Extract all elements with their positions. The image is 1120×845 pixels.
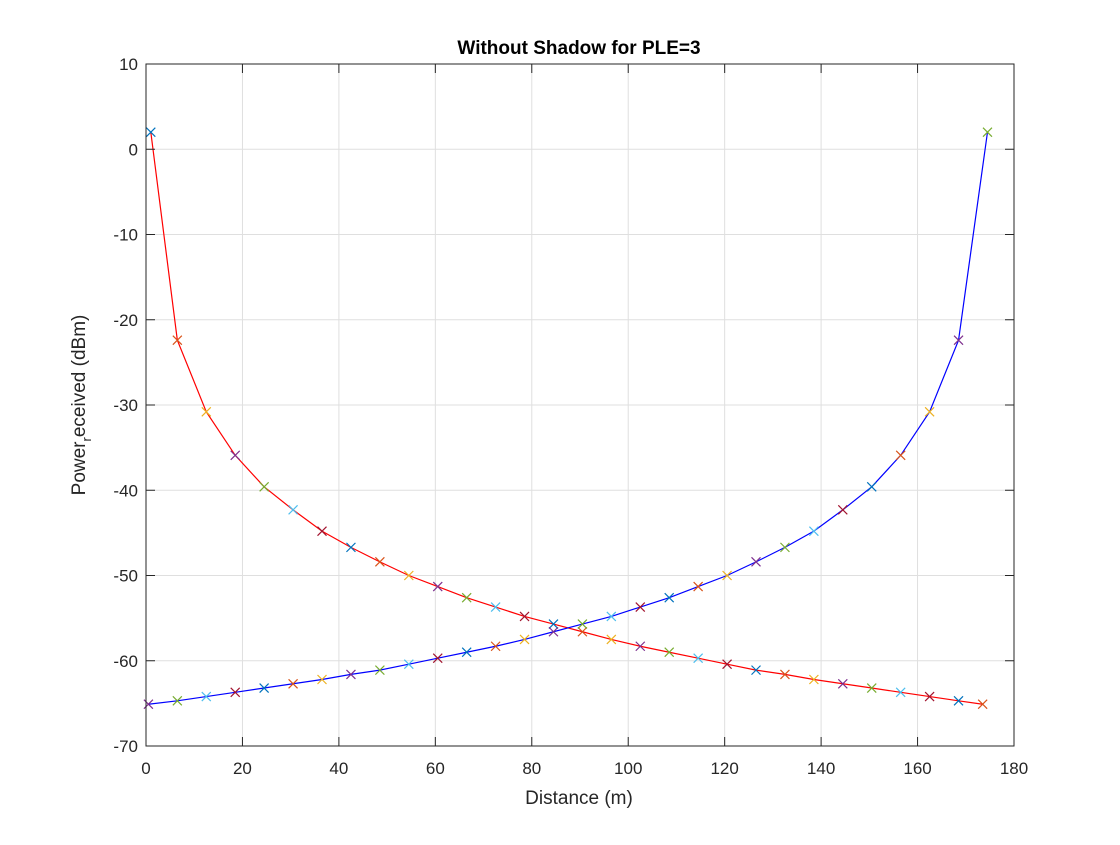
tick-marks — [145, 63, 1015, 747]
x-tick-label: 140 — [807, 759, 835, 778]
chart-title: Without Shadow for PLE=3 — [457, 38, 700, 59]
data-point-marker — [837, 678, 848, 689]
x-tick-label: 60 — [426, 759, 445, 778]
data-point-marker — [201, 691, 212, 702]
data-point-marker — [606, 634, 617, 645]
data-point-marker — [346, 669, 356, 680]
data-point-marker — [461, 647, 472, 658]
x-tick-label: 180 — [1000, 759, 1028, 778]
x-tick-label: 80 — [522, 759, 541, 778]
data-point-marker — [490, 641, 501, 652]
x-tick-label: 100 — [614, 759, 642, 778]
data-point-marker — [635, 641, 646, 652]
data-point-marker — [664, 647, 675, 658]
data-point-marker — [172, 695, 183, 706]
data-point-marker — [780, 542, 790, 553]
x-tick-label: 0 — [141, 759, 150, 778]
data-point-marker — [953, 695, 964, 706]
data-point-marker — [577, 626, 588, 637]
data-point-marker — [751, 556, 761, 567]
y-axis-title: Powerreceived (dBm) — [69, 315, 94, 496]
data-point-marker — [172, 335, 183, 346]
data-point-marker — [722, 570, 733, 581]
data-point-marker — [866, 481, 877, 492]
data-point-marker — [519, 634, 530, 645]
data-point-marker — [143, 699, 154, 710]
y-tick-label: -30 — [113, 396, 138, 415]
data-point-marker — [606, 611, 617, 622]
x-tick-label: 40 — [329, 759, 348, 778]
y-tick-label: 0 — [129, 140, 138, 159]
data-point-marker — [259, 683, 270, 693]
data-point-marker — [837, 504, 848, 515]
series-line — [148, 132, 989, 705]
x-tick-label: 120 — [710, 759, 738, 778]
data-point-marker — [664, 592, 675, 603]
data-point-marker — [259, 481, 270, 492]
y-tick-label: -60 — [113, 652, 138, 671]
y-tick-label: 10 — [119, 55, 138, 74]
data-point-marker — [895, 450, 906, 461]
data-point-marker — [982, 127, 993, 138]
x-tick-label: 20 — [233, 759, 252, 778]
data-point-marker — [953, 335, 964, 346]
data-point-marker — [403, 570, 414, 581]
data-point-marker — [548, 626, 559, 637]
data-point-marker — [808, 674, 819, 685]
data-point-marker — [201, 406, 212, 417]
data-point-marker — [977, 699, 988, 710]
data-point-marker — [924, 691, 935, 702]
data-point-marker — [461, 592, 472, 603]
data-point-marker — [230, 450, 241, 461]
data-point-marker — [722, 659, 733, 670]
data-point-marker — [635, 602, 646, 612]
data-point-marker — [577, 619, 588, 630]
x-axis-title: Distance (m) — [525, 788, 633, 809]
data-point-marker — [145, 127, 156, 138]
data-point-marker — [780, 669, 790, 680]
x-tick-labels: 0 20 40 60 80 100 120 140 160 180 — [141, 759, 1028, 778]
data-point-marker — [374, 665, 385, 676]
x-tick-label: 160 — [903, 759, 931, 778]
data-point-marker — [519, 611, 530, 622]
y-tick-label: -10 — [113, 226, 138, 245]
y-tick-label: -20 — [113, 311, 138, 330]
data-point-marker — [403, 659, 414, 670]
data-point-marker — [288, 678, 299, 689]
y-tick-label: -50 — [113, 567, 138, 586]
y-tick-label: -70 — [113, 737, 138, 756]
data-point-marker — [751, 665, 761, 676]
data-point-marker — [693, 581, 704, 592]
marker-layer — [143, 127, 993, 710]
y-tick-labels: -70 -60 -50 -40 -30 -20 -10 0 10 — [113, 55, 138, 756]
data-point-marker — [548, 619, 559, 630]
y-axis-title-subscript: r — [79, 436, 94, 441]
data-point-marker — [432, 653, 443, 664]
data-point-marker — [374, 556, 385, 567]
data-point-marker — [288, 504, 299, 515]
data-point-marker — [230, 687, 241, 698]
data-point-marker — [317, 674, 327, 685]
data-point-marker — [346, 542, 356, 553]
data-point-marker — [693, 653, 704, 664]
data-point-marker — [895, 687, 906, 698]
data-point-marker — [317, 526, 327, 537]
series-layer — [148, 132, 989, 705]
data-point-marker — [924, 406, 935, 417]
y-axis-title-part: eceived (dBm) — [69, 315, 90, 438]
data-point-marker — [432, 581, 443, 592]
data-point-marker — [808, 526, 819, 537]
data-point-marker — [866, 683, 877, 693]
data-point-marker — [490, 602, 501, 612]
y-axis-title-part: Power — [69, 441, 90, 496]
y-tick-label: -40 — [113, 481, 138, 500]
